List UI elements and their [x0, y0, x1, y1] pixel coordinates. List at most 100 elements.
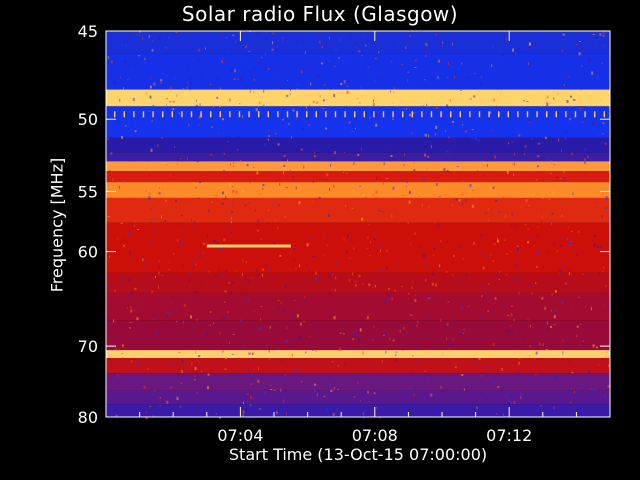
noise-speckle — [265, 36, 268, 39]
noise-speckle — [129, 250, 131, 252]
noise-speckle — [197, 366, 200, 368]
noise-speckle — [179, 242, 182, 246]
noise-speckle — [210, 302, 212, 304]
noise-speckle — [338, 275, 340, 277]
noise-speckle — [253, 166, 255, 168]
noise-speckle — [430, 311, 432, 313]
noise-speckle — [221, 118, 224, 121]
noise-speckle — [357, 153, 360, 156]
noise-speckle — [604, 142, 607, 145]
noise-speckle — [174, 207, 177, 209]
noise-speckle — [258, 272, 261, 276]
noise-speckle — [369, 254, 371, 256]
noise-speckle — [268, 129, 270, 131]
noise-speckle — [146, 166, 148, 169]
noise-speckle — [327, 214, 330, 217]
noise-speckle — [294, 368, 297, 371]
noise-speckle — [440, 240, 442, 242]
noise-speckle — [161, 137, 163, 139]
noise-speckle — [407, 71, 410, 73]
periodic-dash — [555, 111, 557, 118]
noise-speckle — [183, 322, 184, 324]
noise-speckle — [309, 95, 311, 97]
noise-speckle — [121, 278, 124, 281]
noise-speckle — [367, 224, 370, 226]
noise-speckle — [318, 271, 320, 273]
noise-speckle — [138, 31, 141, 33]
noise-speckle — [360, 78, 362, 80]
noise-speckle — [496, 88, 499, 90]
noise-speckle — [426, 104, 428, 107]
noise-speckle — [442, 41, 444, 44]
periodic-dash — [517, 111, 519, 118]
noise-speckle — [134, 123, 137, 126]
noise-speckle — [376, 177, 378, 180]
noise-speckle — [584, 148, 587, 152]
noise-speckle — [212, 111, 215, 112]
noise-speckle — [331, 135, 333, 138]
noise-speckle — [345, 205, 346, 208]
noise-speckle — [231, 217, 232, 220]
noise-speckle — [289, 252, 292, 254]
noise-speckle — [471, 204, 474, 208]
noise-speckle — [207, 216, 209, 218]
noise-speckle — [312, 256, 315, 257]
noise-speckle — [338, 347, 341, 351]
noise-speckle — [406, 181, 409, 184]
noise-speckle — [527, 228, 529, 230]
noise-speckle — [242, 344, 245, 347]
noise-speckle — [386, 178, 389, 179]
noise-speckle — [153, 317, 155, 321]
noise-speckle — [257, 62, 260, 64]
noise-speckle — [280, 388, 282, 392]
noise-speckle — [315, 271, 317, 275]
noise-speckle — [483, 165, 485, 167]
noise-speckle — [186, 157, 188, 160]
noise-speckle — [219, 416, 221, 419]
noise-speckle — [221, 60, 224, 63]
noise-speckle — [570, 240, 573, 242]
noise-speckle — [384, 299, 387, 303]
noise-speckle — [333, 316, 336, 320]
noise-speckle — [343, 152, 345, 153]
noise-speckle — [151, 40, 154, 42]
noise-speckle — [131, 290, 133, 293]
noise-speckle — [234, 374, 236, 376]
noise-speckle — [465, 274, 468, 276]
noise-speckle — [571, 305, 573, 307]
noise-speckle — [561, 300, 564, 304]
noise-speckle — [492, 343, 495, 347]
noise-speckle — [280, 301, 282, 304]
noise-speckle — [232, 186, 234, 188]
noise-speckle — [326, 98, 328, 100]
noise-speckle — [421, 203, 423, 207]
noise-speckle — [367, 236, 369, 239]
noise-speckle — [553, 324, 556, 326]
noise-speckle — [462, 36, 464, 38]
periodic-dash — [603, 111, 605, 118]
noise-speckle — [599, 271, 601, 275]
noise-speckle — [580, 383, 583, 386]
frequency-band — [106, 137, 610, 153]
noise-speckle — [457, 67, 460, 70]
periodic-dash — [219, 111, 221, 118]
noise-speckle — [228, 341, 230, 344]
noise-speckle — [190, 218, 192, 222]
noise-speckle — [308, 117, 310, 119]
noise-speckle — [277, 226, 279, 230]
noise-speckle — [250, 373, 253, 376]
noise-speckle — [144, 290, 146, 292]
noise-speckle — [376, 162, 378, 164]
noise-speckle — [302, 118, 303, 121]
noise-speckle — [198, 48, 201, 52]
noise-speckle — [188, 31, 190, 34]
axis-ticks: 45 50 55 60 70 80 07:04 07:08 07:12 — [78, 22, 610, 445]
noise-speckle — [229, 98, 231, 102]
noise-speckle — [107, 216, 110, 218]
noise-speckle — [551, 212, 554, 215]
noise-speckle — [302, 40, 303, 44]
noise-speckle — [170, 386, 173, 389]
noise-speckle — [554, 291, 557, 293]
noise-speckle — [463, 402, 465, 405]
noise-speckle — [361, 61, 364, 64]
